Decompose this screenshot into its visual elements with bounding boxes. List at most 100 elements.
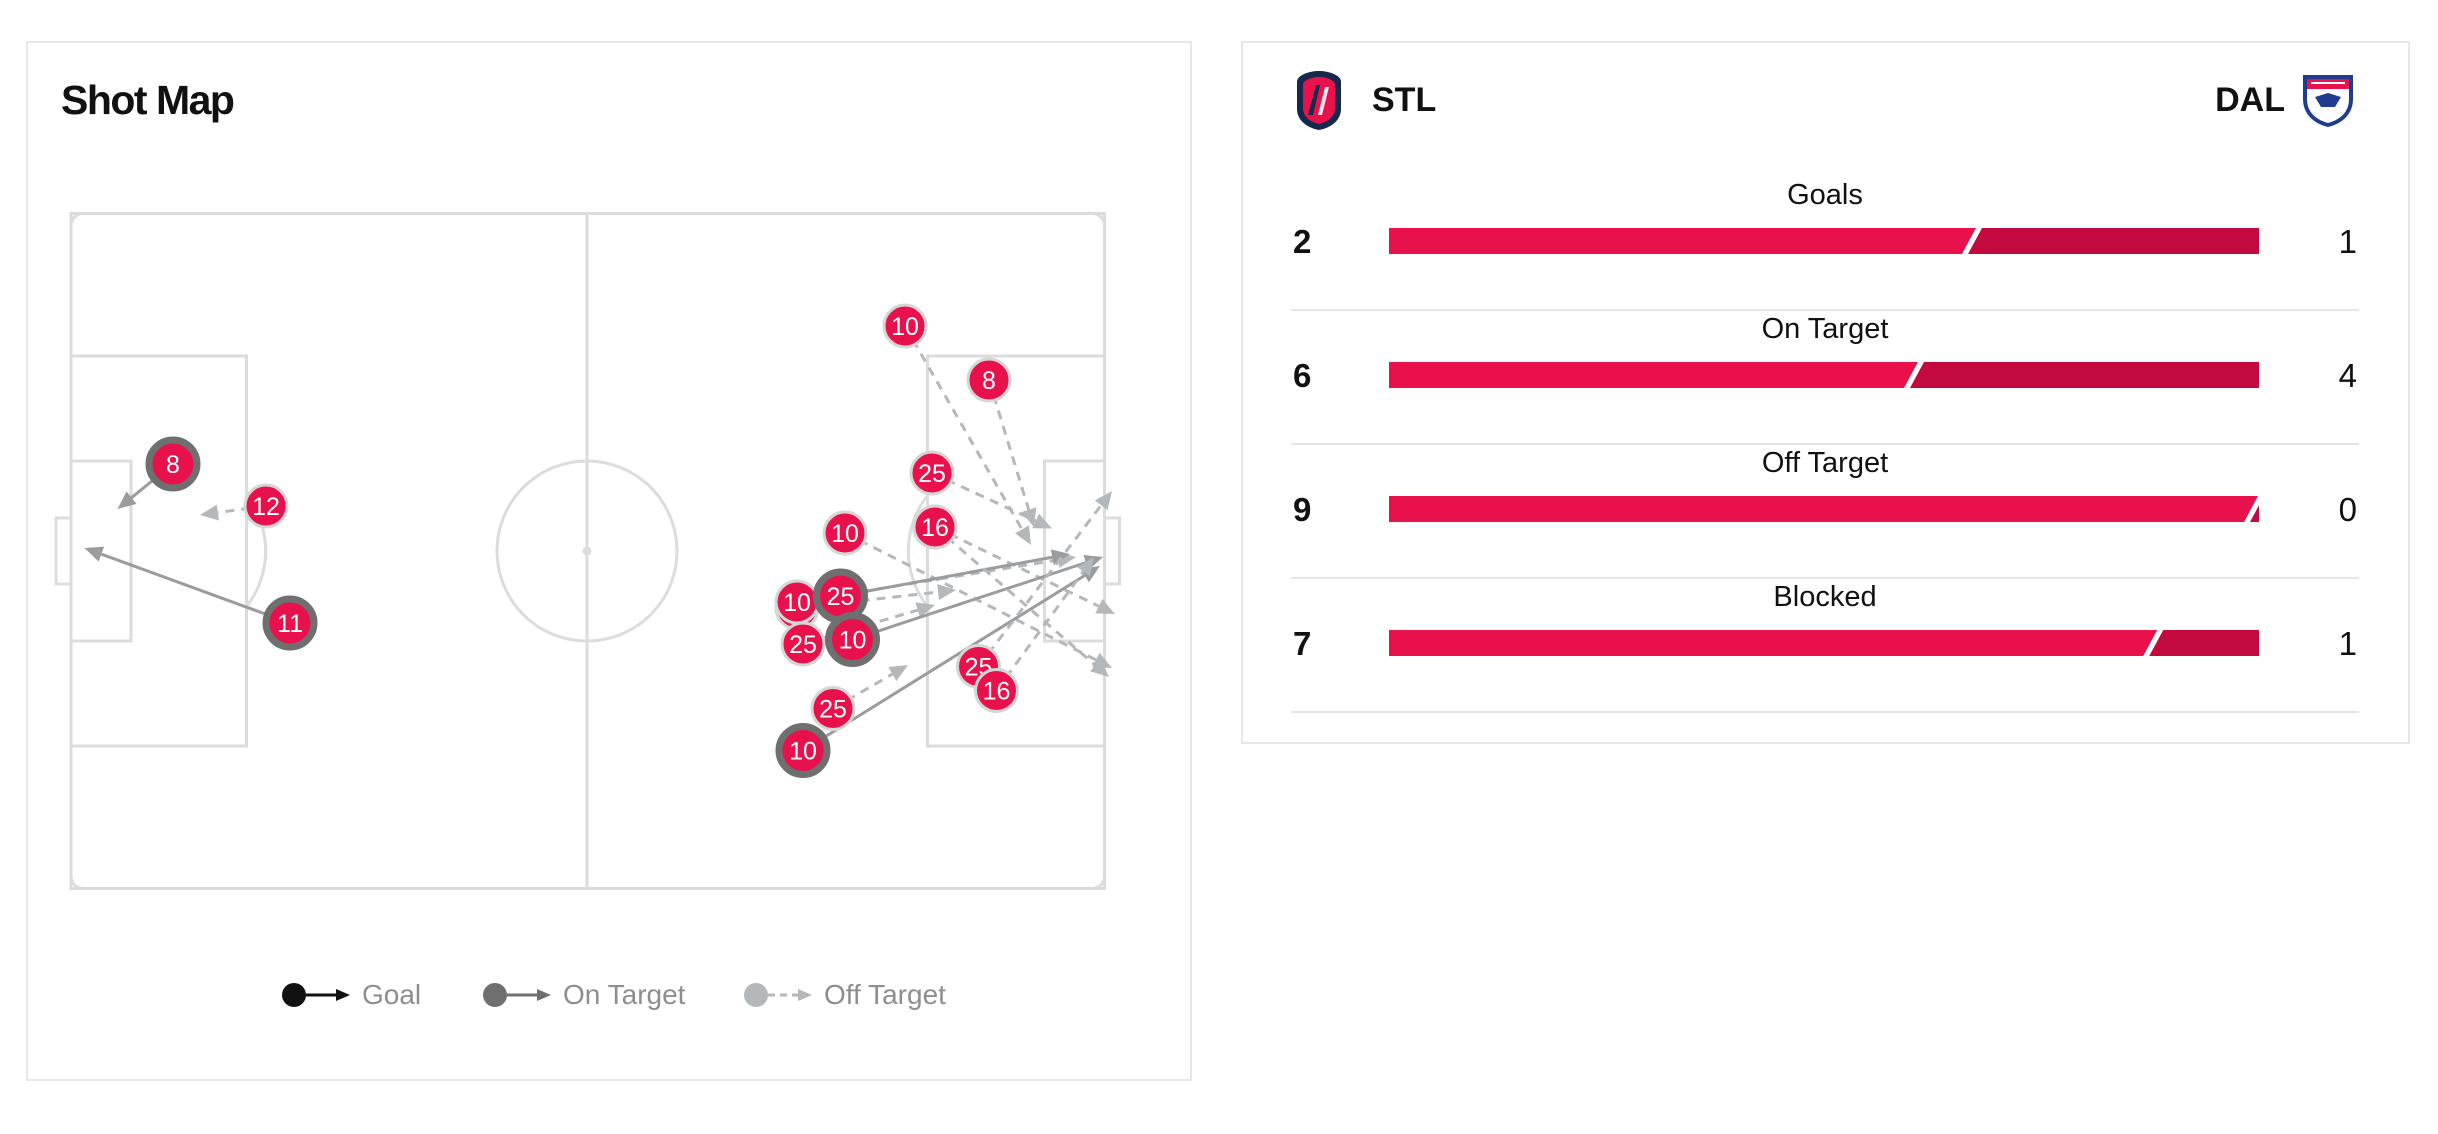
legend-on-target: On Target bbox=[481, 979, 685, 1011]
shot-trajectory bbox=[832, 665, 908, 710]
shot-trajectory bbox=[84, 546, 291, 625]
stat-row-on-target: On Target 6 4 bbox=[1291, 311, 2359, 445]
shot-marker: 25 bbox=[909, 450, 955, 496]
shot-trajectory bbox=[995, 557, 1094, 692]
stat-label: Blocked bbox=[1773, 581, 1877, 613]
shot-marker: 25 bbox=[810, 686, 856, 731]
shot-player-number: 16 bbox=[921, 514, 949, 542]
shot-marker: 8 bbox=[966, 357, 1012, 403]
shot-circle bbox=[145, 436, 201, 492]
shot-line bbox=[934, 525, 1097, 667]
shot-player-number: 8 bbox=[166, 451, 180, 479]
shot-player-number: 10 bbox=[789, 738, 817, 766]
home-bar-segment bbox=[1389, 228, 1976, 254]
st-louis-city-crest-icon bbox=[1297, 71, 1341, 130]
home-team-abbr: STL bbox=[1372, 81, 1437, 119]
shot-circle bbox=[810, 686, 856, 731]
on-target-legend-icon bbox=[483, 983, 551, 1007]
shot-marker: 10 bbox=[774, 579, 820, 625]
legend-goal-label: Goal bbox=[362, 979, 422, 1010]
shot-arrowhead bbox=[1095, 598, 1115, 614]
shot-line bbox=[840, 555, 1053, 598]
legend-on-target-label: On Target bbox=[563, 979, 686, 1010]
shot-circle bbox=[912, 504, 958, 550]
shot-circle bbox=[882, 303, 928, 349]
corner-arc bbox=[69, 212, 84, 226]
shot-line bbox=[903, 325, 1024, 531]
shot-marker: 10 bbox=[775, 723, 831, 778]
fc-dallas-crest-icon bbox=[2303, 75, 2353, 127]
home-bar-segment bbox=[1389, 496, 2258, 522]
goal-legend-icon bbox=[282, 983, 350, 1007]
shot-circle bbox=[825, 612, 880, 667]
shot-line bbox=[852, 561, 1087, 641]
shot-player-number: 25 bbox=[819, 696, 847, 724]
shot-player-number: 10 bbox=[839, 627, 867, 655]
pitch: 8121110825161010102525102510251616 bbox=[54, 212, 1121, 890]
stat-row-blocked: Blocked 7 1 bbox=[1291, 579, 2359, 713]
shot-trajectory bbox=[977, 491, 1112, 668]
shot-player-number: 10 bbox=[783, 589, 811, 617]
stat-bar bbox=[1389, 228, 2259, 254]
away-team-abbr: DAL bbox=[2215, 81, 2285, 119]
shot-trajectory bbox=[934, 525, 1115, 614]
shot-arrowhead bbox=[1032, 513, 1052, 529]
shot-markers: 8121110825161010102525102510251616 bbox=[145, 303, 1019, 778]
stat-label: Goals bbox=[1787, 179, 1863, 211]
shot-arrowhead bbox=[1090, 659, 1109, 677]
shot-circle bbox=[966, 357, 1012, 403]
shot-marker: 25 bbox=[780, 621, 826, 667]
stat-row-goals: Goals 2 1 bbox=[1291, 177, 2359, 311]
away-bar-segment bbox=[1968, 228, 2259, 254]
shot-trajectory bbox=[934, 525, 1109, 677]
shot-marker: 10 bbox=[882, 303, 928, 349]
away-bar-segment bbox=[2149, 630, 2259, 656]
stat-bar bbox=[1389, 496, 2259, 522]
stat-label: On Target bbox=[1761, 313, 1889, 345]
shot-player-number: 25 bbox=[789, 631, 817, 659]
shot-trajectories bbox=[84, 325, 1115, 752]
shot-arrowhead bbox=[1094, 491, 1112, 511]
shot-player-number: 10 bbox=[831, 520, 859, 548]
shot-player-number: 25 bbox=[827, 583, 855, 611]
legend-goal: Goal bbox=[280, 979, 421, 1011]
shot-player-number: 25 bbox=[918, 460, 946, 488]
shot-line bbox=[934, 525, 1100, 608]
stat-bar bbox=[1389, 362, 2259, 388]
right-penalty-arc bbox=[906, 494, 929, 608]
shot-marker: 10 bbox=[822, 510, 868, 556]
corner-arc bbox=[69, 876, 84, 890]
home-bar-segment bbox=[1389, 362, 1918, 388]
shot-line bbox=[987, 379, 1031, 511]
team-stats-panel: STL DAL Goals 2 1 On Target 6 4 Off Targ… bbox=[1241, 41, 2410, 744]
shot-line bbox=[977, 504, 1103, 668]
stat-bar bbox=[1389, 630, 2259, 656]
shot-circle bbox=[909, 450, 955, 496]
shot-arrowhead bbox=[888, 665, 908, 681]
shot-arrowhead bbox=[1076, 557, 1094, 577]
shot-arrowhead bbox=[117, 491, 137, 509]
shot-arrowhead bbox=[84, 546, 105, 562]
shot-circle bbox=[262, 595, 318, 651]
shot-player-number: 10 bbox=[891, 313, 919, 341]
shot-player-number: 8 bbox=[982, 367, 996, 395]
shot-marker: 11 bbox=[262, 595, 318, 651]
left-goal bbox=[54, 516, 73, 586]
away-bar-segment bbox=[1910, 362, 2259, 388]
stat-away-value: 1 bbox=[2338, 625, 2357, 662]
right-goal bbox=[1103, 516, 1121, 586]
stat-home-value: 7 bbox=[1293, 625, 1312, 662]
shot-arrowhead bbox=[1021, 507, 1037, 527]
center-circle bbox=[495, 459, 679, 643]
stat-away-value: 1 bbox=[2338, 223, 2357, 260]
shot-line bbox=[832, 672, 894, 710]
corner-arc bbox=[1092, 212, 1106, 226]
shot-marker: 10 bbox=[825, 612, 880, 667]
legend-off-target-label: Off Target bbox=[824, 979, 946, 1010]
stat-home-value: 9 bbox=[1293, 491, 1312, 528]
shot-marker: 8 bbox=[145, 436, 201, 492]
shot-trajectory bbox=[987, 379, 1037, 527]
shot-player-number: 11 bbox=[277, 610, 303, 638]
pitch-lines bbox=[54, 212, 1121, 890]
shot-marker: 12 bbox=[243, 483, 289, 529]
